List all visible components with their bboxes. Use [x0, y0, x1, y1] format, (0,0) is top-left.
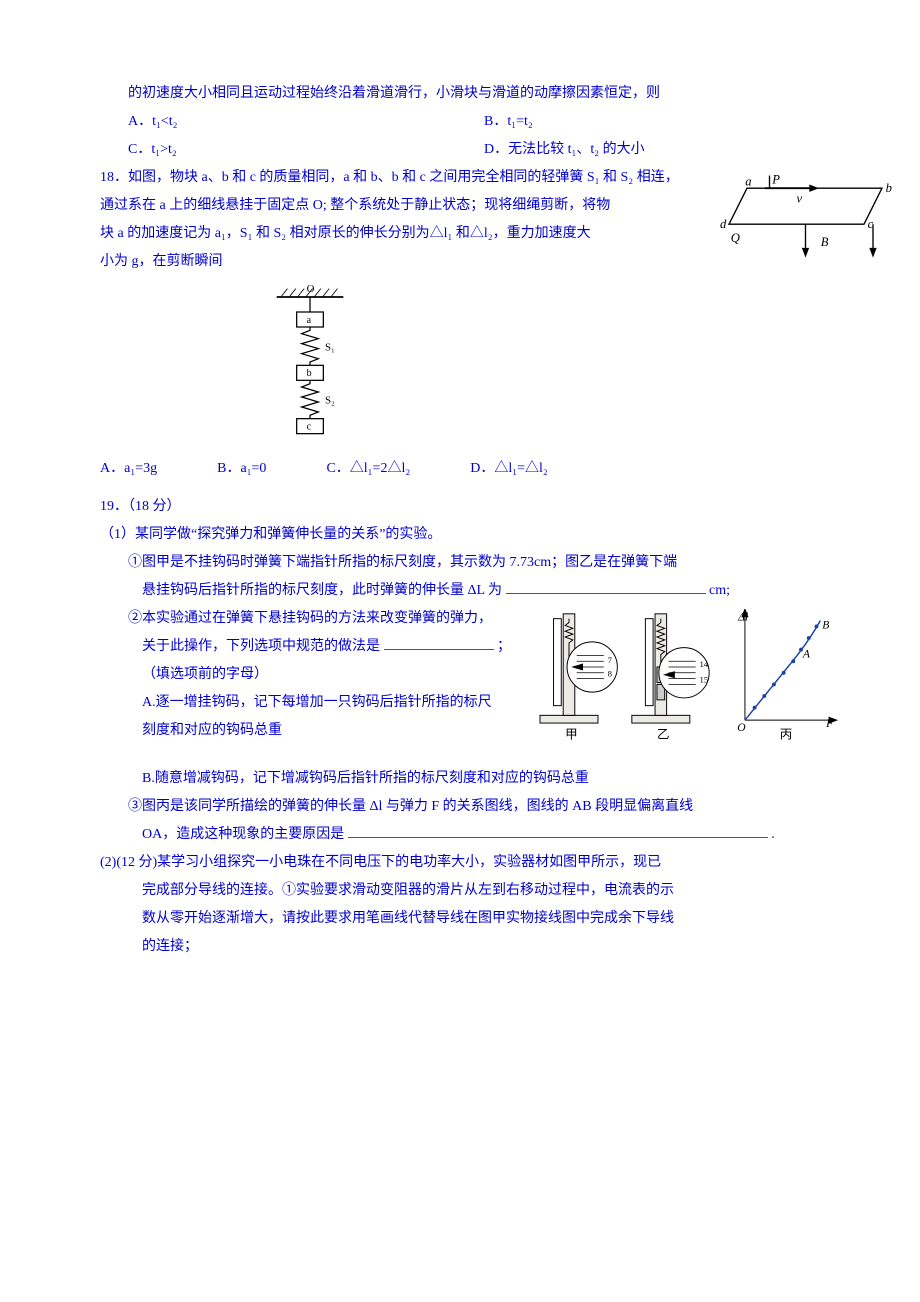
q19-3b-post: .	[771, 827, 775, 842]
q18-opt-d: D．△l₁=△l₂	[470, 455, 548, 483]
label-dl: Δl	[737, 610, 748, 623]
label-a: a	[745, 175, 751, 189]
q17-opt-d: D．无法比较 t₁、t₂ 的大小	[484, 136, 840, 164]
q19p2-l4: 的连接；	[100, 933, 840, 961]
q18-options: A．a₁=3g B．a₁=0 C．△l₁=2△l₂ D．△l₁=△l₂	[100, 455, 840, 483]
label-A: A	[802, 647, 811, 660]
label-Q: Q	[731, 231, 740, 245]
q19-1-1b-pre: 悬挂钩码后指针所指的标尺刻度，此时弹簧的伸长量 ΔL 为	[142, 583, 502, 598]
q19-3b: OA，造成这种现象的主要原因是 .	[100, 821, 840, 849]
label-bing: 丙	[780, 727, 793, 741]
q17-opt-b: B．t₁=t₂	[484, 108, 840, 136]
q18-spring-figure: O a S₁ b S₂ c	[260, 282, 360, 449]
blank-option[interactable]	[384, 636, 494, 650]
blank-reason[interactable]	[348, 824, 768, 838]
label-P: P	[771, 173, 780, 187]
q19-item2-block: 7 8 甲 14 15	[100, 605, 840, 765]
q18-block: 18．如图，物块 a、b 和 c 的质量相同，a 和 b、b 和 c 之间用完全…	[100, 164, 840, 276]
q18-opt-c: C．△l₁=2△l₂	[326, 455, 410, 483]
q19-2b-post: ；	[497, 639, 511, 654]
q17-opt-c: C．t₁>t₂	[128, 136, 484, 164]
q19-2b-pre: 关于此操作，下列选项中规范的做法是	[142, 639, 380, 654]
svg-text:7: 7	[608, 655, 613, 665]
q19p2-l3: 数从零开始逐渐增大，请按此要求用笔画线代替导线在图甲实物接线图中完成余下导线	[100, 905, 840, 933]
label-d: d	[720, 217, 727, 231]
q19p2-l2: 完成部分导线的连接。①实验要求滑动变阻器的滑片从左到右移动过程中，电流表的示	[100, 877, 840, 905]
q19-1-1a: ①图甲是不挂钩码时弹簧下端指针所指的标尺刻度，其示数为 7.73cm；图乙是在弹…	[100, 549, 840, 577]
q18-parallelogram-figure: a P b v d Q c B	[720, 172, 900, 262]
label-jia: 甲	[565, 727, 578, 741]
q19-2-optB: B.随意增减钩码，记下增减钩码后指针所指的标尺刻度和对应的钩码总重	[100, 765, 840, 793]
spring-b: b	[307, 368, 312, 379]
label-c: c	[868, 217, 874, 231]
blank-delta-L[interactable]	[506, 580, 706, 594]
spring-O: O	[307, 283, 315, 295]
q17-tail: 的初速度大小相同且运动过程始终沿着滑道滑行，小滑块与滑道的动摩擦因素恒定，则	[100, 80, 840, 108]
spring-c: c	[307, 421, 312, 432]
spring-S1: S₁	[325, 341, 335, 353]
label-b: b	[886, 181, 892, 195]
q17-opt-a: A．t₁<t₂	[128, 108, 484, 136]
q19-3a: ③图丙是该同学所描绘的弹簧的伸长量 Δl 与弹力 F 的关系图线，图线的 AB …	[100, 793, 840, 821]
label-yi: 乙	[657, 727, 670, 741]
label-F: F	[825, 717, 834, 730]
q19-figures: 7 8 甲 14 15	[530, 609, 840, 765]
q18-opt-b: B．a₁=0	[217, 455, 266, 483]
spring-S2: S₂	[325, 395, 335, 407]
spring-a: a	[307, 315, 312, 326]
label-O: O	[737, 720, 746, 733]
label-v: v	[797, 192, 803, 206]
svg-text:15: 15	[700, 674, 709, 684]
label-B: B	[821, 235, 829, 249]
svg-text:8: 8	[608, 668, 613, 678]
q19-part1: （1）某同学做“探究弹力和弹簧伸长量的关系”的实验。	[100, 521, 840, 549]
q19-head: 19．（18 分）	[100, 493, 840, 521]
label-B2: B	[822, 618, 829, 631]
q19-1-1b-unit: cm;	[709, 583, 730, 598]
q17-options-row1: A．t₁<t₂ B．t₁=t₂	[100, 108, 840, 136]
q18-opt-a: A．a₁=3g	[100, 455, 157, 483]
q19-1-1b: 悬挂钩码后指针所指的标尺刻度，此时弹簧的伸长量 ΔL 为 cm;	[100, 577, 840, 605]
q19p2-l1: (2)(12 分)某学习小组探究一小电珠在不同电压下的电功率大小，实验器材如图甲…	[100, 849, 840, 877]
q17-options-row2: C．t₁>t₂ D．无法比较 t₁、t₂ 的大小	[100, 136, 840, 164]
q19-3b-pre: OA，造成这种现象的主要原因是	[142, 827, 344, 842]
svg-text:14: 14	[700, 659, 709, 669]
